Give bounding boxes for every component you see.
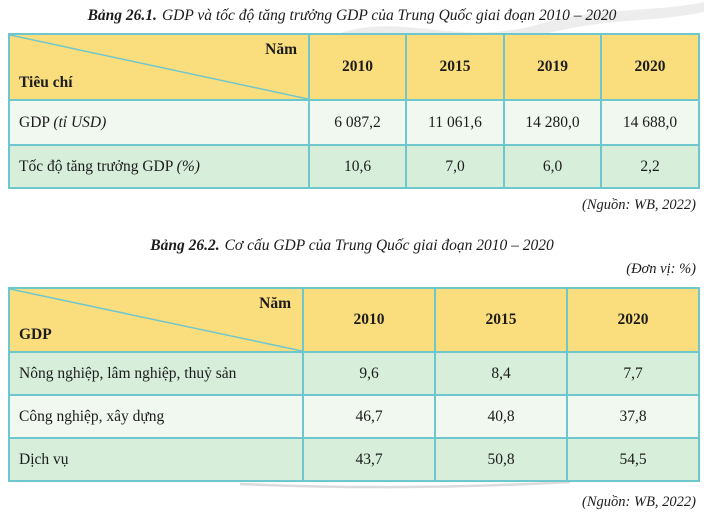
table2-col-header: 2015 xyxy=(434,287,568,353)
table2-row-agriculture: Nông nghiệp, lâm nghiệp, thuỷ sản 9,6 8,… xyxy=(8,351,700,396)
table2-row-industry: Công nghiệp, xây dựng 46,7 40,8 37,8 xyxy=(8,394,700,439)
table2-corner-bottom-label: GDP xyxy=(19,326,52,343)
table1-title-label: Bảng 26.1. xyxy=(87,7,157,24)
table-cell: 14 688,0 xyxy=(600,99,700,146)
table-cell: 14 280,0 xyxy=(503,99,602,146)
table1-title: Bảng 26.1. GDP và tốc độ tăng trưởng GDP … xyxy=(0,7,704,25)
table-cell: 43,7 xyxy=(302,437,436,482)
table1-row-growth: Tốc độ tăng trưởng GDP (%) 10,6 7,0 6,0 … xyxy=(8,144,700,189)
table1-col-header: 2010 xyxy=(308,33,407,101)
table2-source: (Nguồn: WB, 2022) xyxy=(582,494,696,510)
table1-source: (Nguồn: WB, 2022) xyxy=(582,197,696,213)
table-cell: 6,0 xyxy=(503,144,602,189)
table2-col-header: 2020 xyxy=(566,287,700,353)
row-label-cell: GDP (tỉ USD) xyxy=(8,99,310,146)
table-cell: 9,6 xyxy=(302,351,436,396)
diagonal-divider xyxy=(11,290,301,350)
table1-corner-bottom-label: Tiêu chí xyxy=(19,74,73,91)
row-label-cell: Nông nghiệp, lâm nghiệp, thuỷ sản xyxy=(8,351,304,396)
table-cell: 7,7 xyxy=(566,351,700,396)
row-label-note: (tỉ USD) xyxy=(53,113,107,131)
table-cell: 50,8 xyxy=(434,437,568,482)
row-label-cell: Dịch vụ xyxy=(8,437,304,482)
table2-col-header: 2010 xyxy=(302,287,436,353)
row-label: GDP xyxy=(19,113,50,131)
row-label-note: (%) xyxy=(176,157,200,175)
table1-row-gdp: GDP (tỉ USD) 6 087,2 11 061,6 14 280,0 1… xyxy=(8,99,700,146)
table2-unit-note: (Đơn vị: %) xyxy=(626,261,696,277)
table1-col-header: 2020 xyxy=(600,33,700,101)
table2-corner-cell: Năm GDP xyxy=(8,287,304,353)
table1-col-header: 2015 xyxy=(405,33,505,101)
table-cell: 7,0 xyxy=(405,144,505,189)
gdp-growth-table: Năm Tiêu chí 2010 2015 2019 2020 GDP (tỉ… xyxy=(8,33,700,189)
gdp-structure-table: Năm GDP 2010 2015 2020 Nông nghiệp, lâm … xyxy=(8,287,700,482)
table1-title-text: GDP và tốc độ tăng trưởng GDP của Trung … xyxy=(161,7,617,24)
table-cell: 10,6 xyxy=(308,144,407,189)
table-cell: 8,4 xyxy=(434,351,568,396)
row-label-cell: Công nghiệp, xây dựng xyxy=(8,394,304,439)
table1-header-row: Năm Tiêu chí 2010 2015 2019 2020 xyxy=(8,33,700,101)
table2-title-label: Bảng 26.2. xyxy=(150,237,220,254)
table2-corner-top-label: Năm xyxy=(259,295,291,312)
table-cell: 6 087,2 xyxy=(308,99,407,146)
table-cell: 54,5 xyxy=(566,437,700,482)
table-cell: 11 061,6 xyxy=(405,99,505,146)
diagonal-divider xyxy=(11,36,307,98)
row-label-cell: Tốc độ tăng trưởng GDP (%) xyxy=(8,144,310,189)
table-cell: 40,8 xyxy=(434,394,568,439)
table1-col-header: 2019 xyxy=(503,33,602,101)
table1-corner-cell: Năm Tiêu chí xyxy=(8,33,310,101)
table-cell: 46,7 xyxy=(302,394,436,439)
table1-corner-top-label: Năm xyxy=(265,41,297,58)
table2-header-row: Năm GDP 2010 2015 2020 xyxy=(8,287,700,353)
table-cell: 2,2 xyxy=(600,144,700,189)
table-cell: 37,8 xyxy=(566,394,700,439)
table2-row-services: Dịch vụ 43,7 50,8 54,5 xyxy=(8,437,700,482)
table2-title: Bảng 26.2. Cơ cấu GDP của Trung Quốc giai… xyxy=(0,237,704,255)
table2-title-text: Cơ cấu GDP của Trung Quốc giai đoạn 2010… xyxy=(224,237,554,254)
row-label: Tốc độ tăng trưởng GDP xyxy=(19,157,173,175)
